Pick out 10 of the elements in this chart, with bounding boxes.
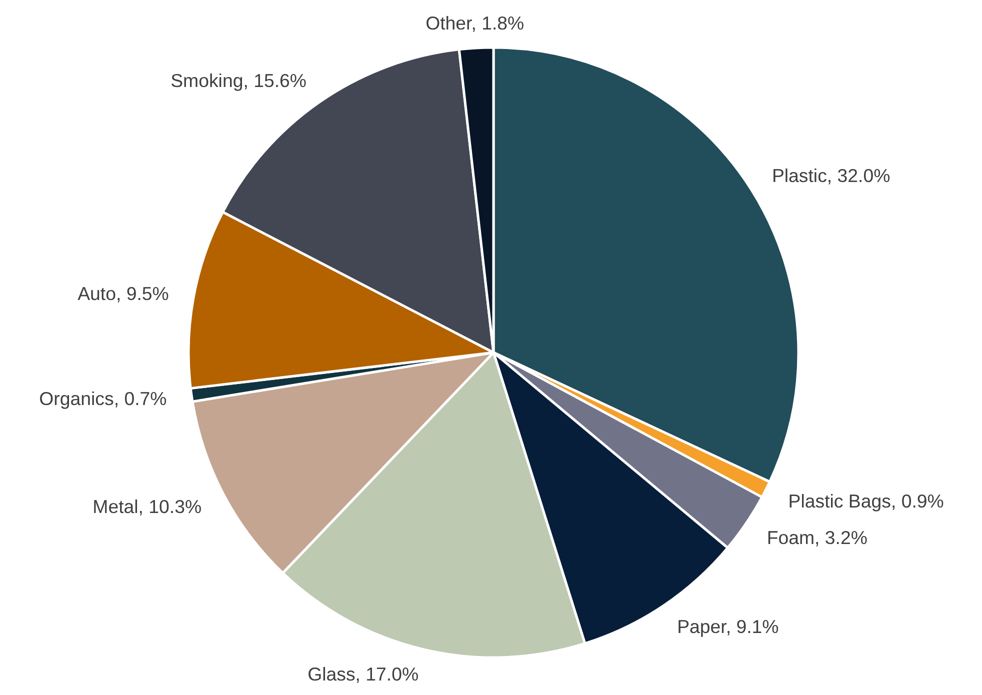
- slice-label: Smoking, 15.6%: [170, 70, 306, 92]
- slice-label: Paper, 9.1%: [677, 616, 779, 638]
- slice-label: Other, 1.8%: [426, 12, 524, 34]
- slice-label: Plastic, 32.0%: [772, 164, 890, 186]
- slice-label: Glass, 17.0%: [308, 663, 419, 684]
- slice-label: Auto, 9.5%: [78, 282, 169, 304]
- slice-label: Foam, 3.2%: [766, 526, 868, 548]
- slice-label: Organics, 0.7%: [39, 388, 167, 409]
- slice-label: Metal, 10.3%: [92, 496, 202, 517]
- slice-label: Plastic Bags, 0.9%: [788, 490, 944, 512]
